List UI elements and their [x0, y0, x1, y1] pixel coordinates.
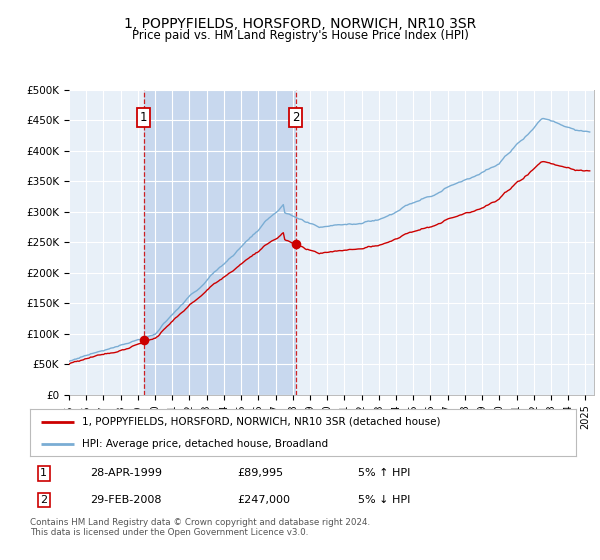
Text: 1, POPPYFIELDS, HORSFORD, NORWICH, NR10 3SR (detached house): 1, POPPYFIELDS, HORSFORD, NORWICH, NR10 … [82, 417, 440, 427]
Text: 29-FEB-2008: 29-FEB-2008 [90, 495, 161, 505]
Text: £247,000: £247,000 [238, 495, 290, 505]
Text: 1, POPPYFIELDS, HORSFORD, NORWICH, NR10 3SR: 1, POPPYFIELDS, HORSFORD, NORWICH, NR10 … [124, 17, 476, 31]
Text: 2: 2 [292, 110, 299, 124]
Text: 5% ↓ HPI: 5% ↓ HPI [358, 495, 410, 505]
Text: 28-APR-1999: 28-APR-1999 [90, 468, 162, 478]
Point [291, 240, 301, 249]
Text: 1: 1 [40, 468, 47, 478]
Text: 1: 1 [140, 110, 147, 124]
Text: 2: 2 [40, 495, 47, 505]
Point [139, 335, 148, 344]
Text: 5% ↑ HPI: 5% ↑ HPI [358, 468, 410, 478]
Text: HPI: Average price, detached house, Broadland: HPI: Average price, detached house, Broa… [82, 438, 328, 449]
Text: Price paid vs. HM Land Registry's House Price Index (HPI): Price paid vs. HM Land Registry's House … [131, 29, 469, 42]
Text: Contains HM Land Registry data © Crown copyright and database right 2024.
This d: Contains HM Land Registry data © Crown c… [30, 518, 370, 538]
Text: £89,995: £89,995 [238, 468, 284, 478]
Bar [143, 90, 296, 395]
